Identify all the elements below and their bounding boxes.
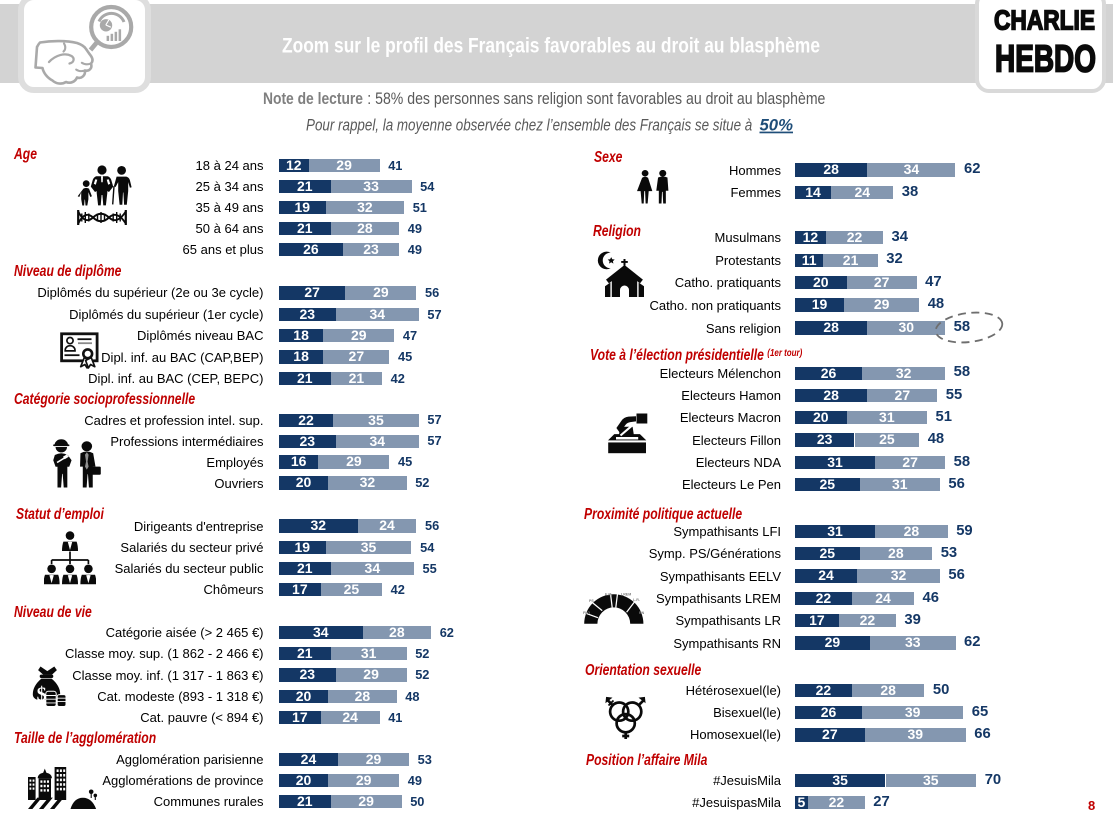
svg-text:Zoom sur le profil des Françai: Zoom sur le profil des Français favorabl… bbox=[282, 35, 820, 58]
svg-text:PS: PS bbox=[589, 599, 594, 603]
svg-text:L.R.: L.R. bbox=[633, 598, 640, 602]
svg-text:HEBDO: HEBDO bbox=[995, 39, 1096, 81]
svg-text:LREM: LREM bbox=[621, 592, 631, 596]
svg-text:$: $ bbox=[37, 684, 47, 706]
svg-text:RN: RN bbox=[639, 611, 645, 615]
svg-text:Pour rappel, la moyenne observ: Pour rappel, la moyenne observée chez l’… bbox=[306, 116, 793, 135]
svg-text:E.M.: E.M. bbox=[605, 592, 612, 596]
svg-text:FI/G: FI/G bbox=[583, 611, 590, 615]
svg-text:CHARLIE: CHARLIE bbox=[994, 4, 1095, 35]
svg-text:Note de lecture : 58% des pers: Note de lecture : 58% des personnes sans… bbox=[263, 89, 825, 108]
